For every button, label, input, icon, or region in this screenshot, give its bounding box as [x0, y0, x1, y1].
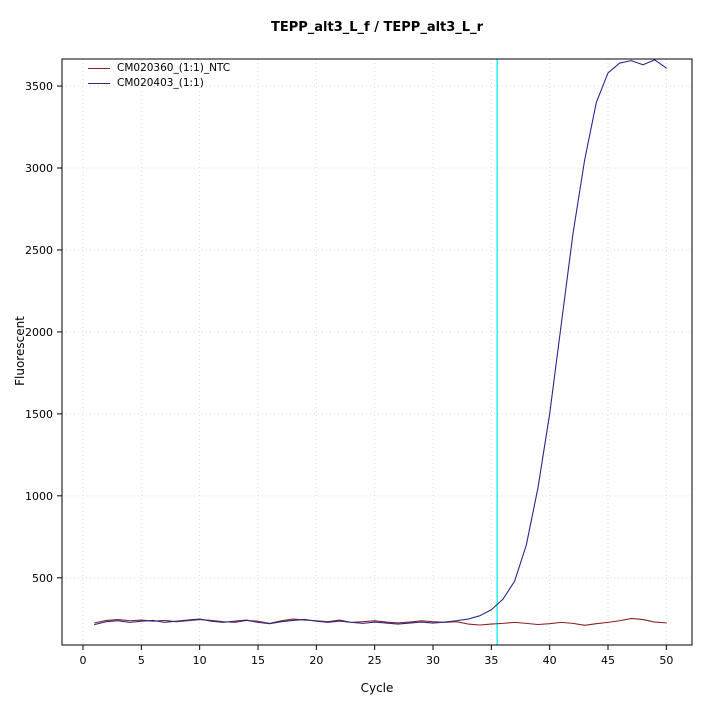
legend: CM020360_(1:1)_NTC CM020403_(1:1) — [88, 62, 230, 89]
x-tick-label: 30 — [426, 654, 440, 667]
x-tick-label: 40 — [543, 654, 557, 667]
legend-label-sample: CM020403_(1:1) — [117, 77, 204, 89]
y-tick-label: 500 — [32, 572, 53, 585]
y-tick-label: 3500 — [25, 80, 53, 93]
legend-item-ntc: CM020360_(1:1)_NTC — [88, 62, 230, 74]
y-axis-label: Fluorescent — [13, 316, 27, 386]
x-tick-label: 45 — [601, 654, 615, 667]
legend-item-sample: CM020403_(1:1) — [88, 77, 230, 89]
y-tick-label: 1000 — [25, 490, 53, 503]
x-tick-label: 5 — [138, 654, 145, 667]
x-tick-label: 50 — [659, 654, 673, 667]
x-tick-label: 10 — [193, 654, 207, 667]
plot-border — [61, 58, 693, 646]
series-line-0 — [94, 617, 667, 626]
legend-line-swatch-sample — [88, 82, 110, 84]
x-tick-label: 25 — [368, 654, 382, 667]
x-tick-label: 20 — [309, 654, 323, 667]
x-tick-label: 0 — [80, 654, 87, 667]
x-tick-label: 15 — [251, 654, 265, 667]
legend-line-swatch-ntc — [88, 67, 110, 69]
y-tick-label: 1500 — [25, 408, 53, 421]
y-tick-label: 2000 — [25, 326, 53, 339]
x-axis-label: Cycle — [360, 681, 394, 695]
chart-title: TEPP_alt3_L_f / TEPP_alt3_L_r — [270, 20, 484, 35]
y-tick-label: 3000 — [25, 162, 53, 175]
x-tick-label: 35 — [484, 654, 498, 667]
legend-label-ntc: CM020360_(1:1)_NTC — [117, 62, 231, 74]
y-tick-label: 2500 — [25, 244, 53, 257]
series-line-1 — [94, 59, 667, 626]
